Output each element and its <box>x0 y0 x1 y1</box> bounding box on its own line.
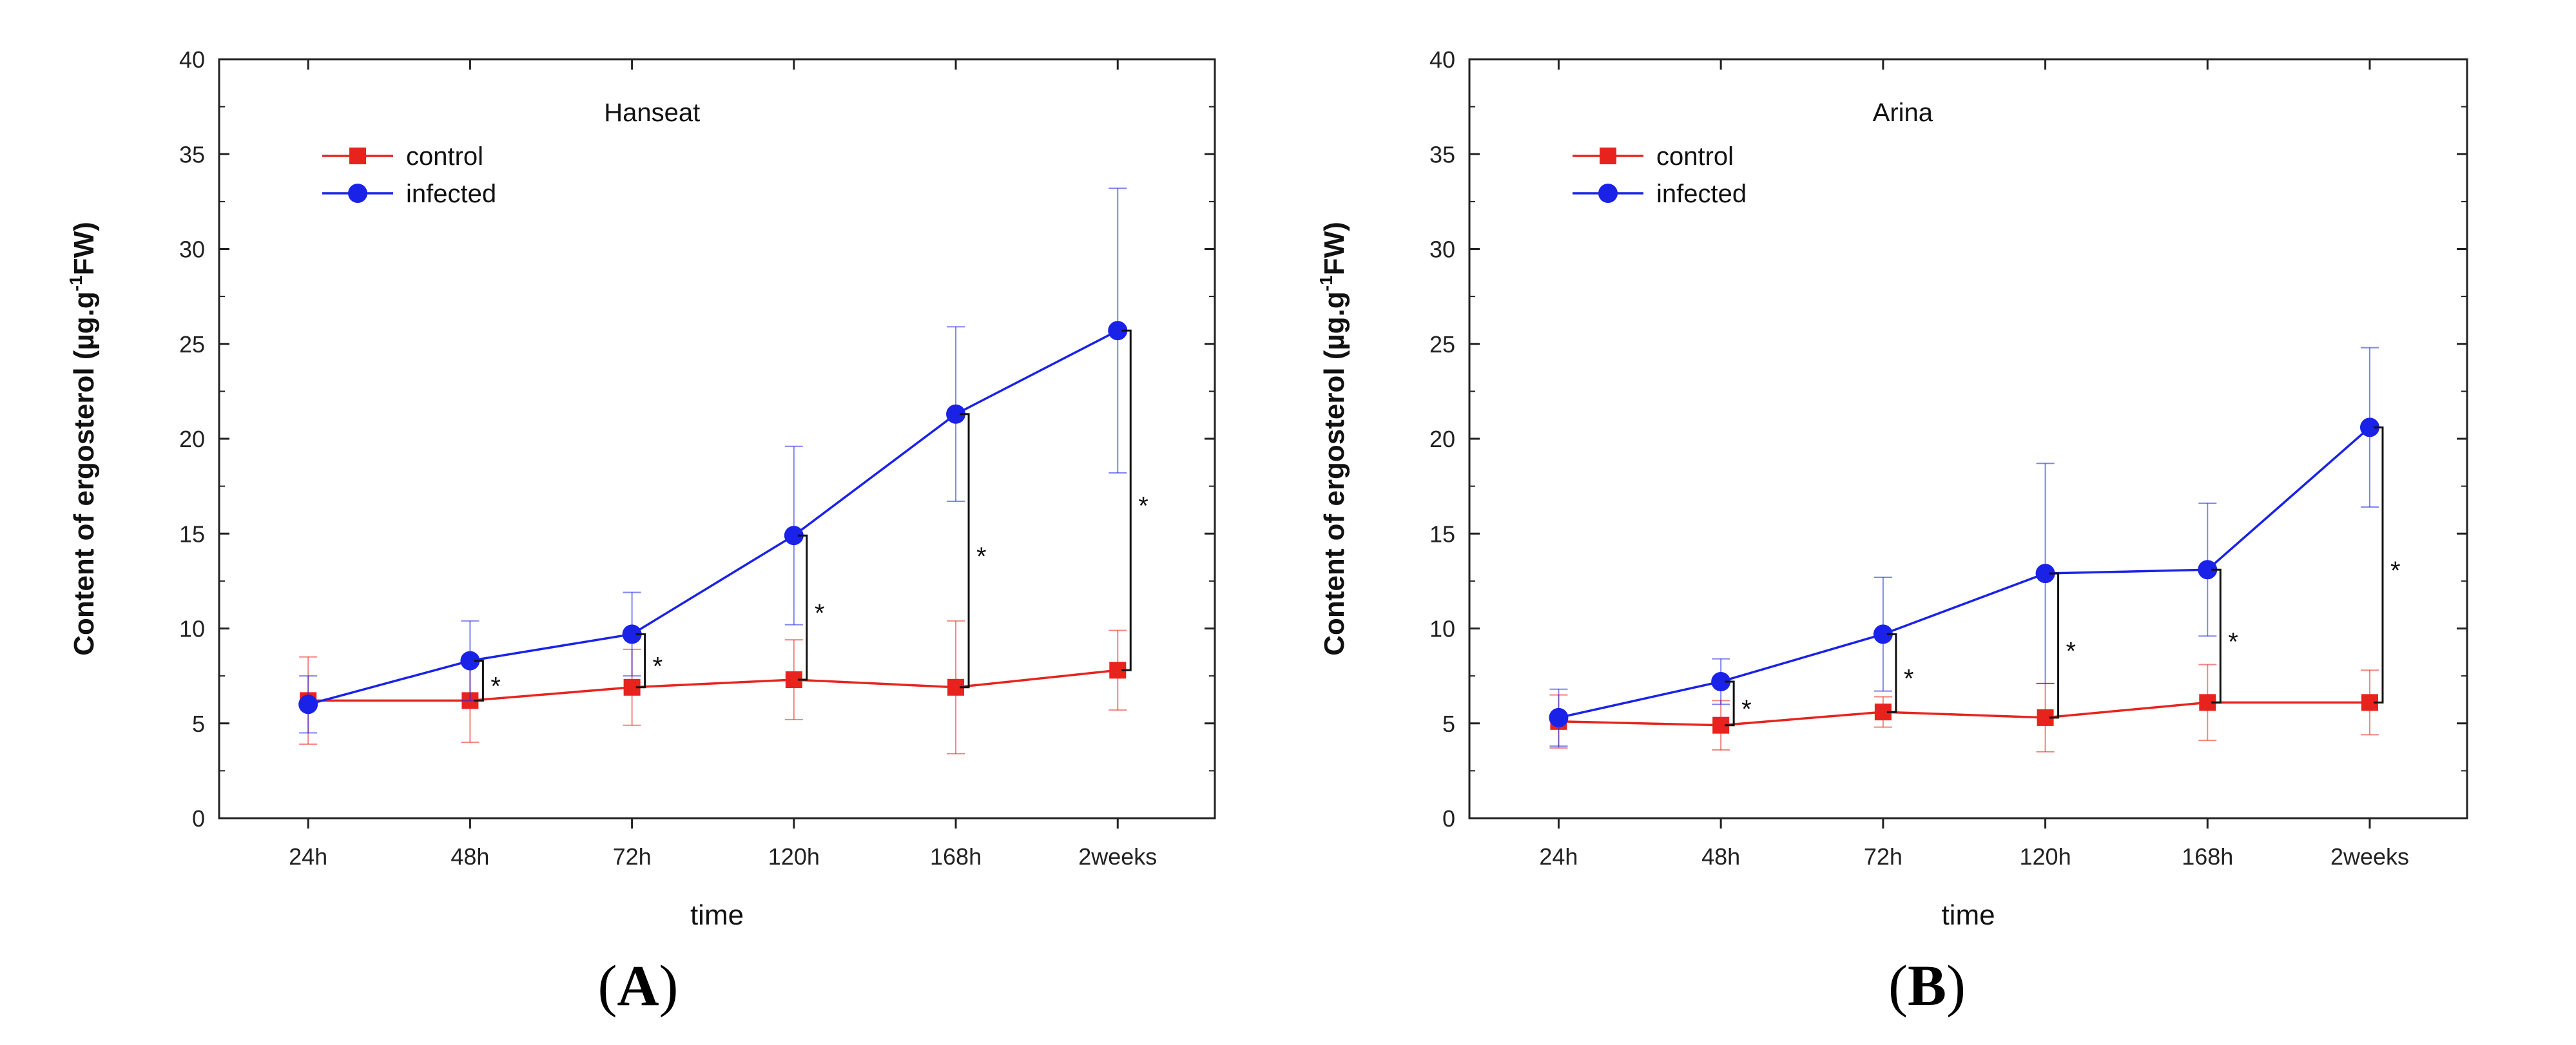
panel-label-letter: B <box>1908 954 1946 1018</box>
significance-bracket <box>2211 568 2222 704</box>
x-tick-label: 120h <box>768 843 820 870</box>
control-series-line <box>308 669 1118 702</box>
infected-point <box>460 651 480 671</box>
x-tick-label: 2weeks <box>1078 843 1157 870</box>
y-tick-label: 35 <box>1429 141 1455 168</box>
significance-bracket <box>1725 680 1735 727</box>
significance-bracket <box>635 633 646 689</box>
y-axis-title: Content of ergosterol (µg.g-1FW) <box>1316 222 1350 656</box>
y-tick-label: 25 <box>179 331 205 358</box>
panel-title: Hanseat <box>604 99 700 127</box>
infected-point <box>946 404 966 424</box>
y-tick-label: 35 <box>179 141 205 168</box>
y-tick-label: 0 <box>1442 805 1455 832</box>
infected-point <box>2035 564 2055 584</box>
x-axis-title: time <box>690 899 744 931</box>
infected-point <box>784 526 804 546</box>
significance-marker: * <box>1904 665 1914 693</box>
y-tick-label: 25 <box>1429 331 1455 358</box>
infected-point <box>1549 707 1569 727</box>
infected-point <box>2198 560 2218 580</box>
y-tick-label: 5 <box>1442 711 1455 737</box>
panel-label-paren: ( <box>1888 954 1908 1018</box>
significance-marker: * <box>2390 557 2401 585</box>
significance-bracket <box>2373 426 2384 704</box>
y-tick-label: 0 <box>192 805 205 832</box>
infected-point <box>1108 321 1128 341</box>
significance-marker: * <box>976 542 987 571</box>
significance-bracket <box>1121 329 1132 671</box>
legend-marker <box>348 184 367 203</box>
significance-marker: * <box>653 653 663 681</box>
legend-label: control <box>406 142 483 171</box>
significance-bracket <box>1886 633 1897 713</box>
infected-point <box>622 624 642 644</box>
significance-marker: * <box>490 672 501 700</box>
y-axis-title-part: FW) <box>68 222 100 275</box>
legend-label: infected <box>406 180 496 208</box>
chart-panel-b: 0 5 10 15 20 25 30 35 40 24h 48h 72h 120h 168h 2weeks t… <box>1316 46 2468 1018</box>
y-axis-title-superscript: -1 <box>66 275 86 291</box>
y-tick-label: 20 <box>1429 426 1455 452</box>
chart-panel-a: 0 5 10 15 20 25 30 35 40 24h 48h 72h 120h 168h 2weeks t… <box>66 46 1216 1018</box>
x-tick-label: 72h <box>613 843 652 870</box>
y-tick-label: 10 <box>1429 616 1455 642</box>
x-tick-label: 72h <box>1864 843 1903 870</box>
significance-marker: * <box>1138 492 1148 521</box>
panel-label: (B) <box>1888 954 1966 1018</box>
y-axis-title-part: Content of ergosterol (µg.g <box>1319 291 1350 656</box>
x-tick-label: 24h <box>1539 843 1578 870</box>
panel-title: Arina <box>1873 99 1933 127</box>
control-series-line <box>1558 701 2370 727</box>
significance-bracket <box>797 534 808 681</box>
significance-bracket <box>474 660 484 702</box>
y-tick-label: 40 <box>179 46 205 73</box>
significance-marker: * <box>815 599 825 628</box>
x-tick-label: 168h <box>930 843 982 870</box>
y-tick-label: 40 <box>1429 46 1455 73</box>
significance-bracket <box>2049 572 2060 719</box>
significance-marker: * <box>2066 637 2077 666</box>
y-tick-label: 15 <box>179 521 205 547</box>
legend-label: infected <box>1656 180 1747 208</box>
y-axis-title-part: FW) <box>1319 222 1350 275</box>
significance-marker: * <box>2228 628 2238 656</box>
x-tick-label: 168h <box>2182 843 2233 870</box>
infected-point <box>2359 417 2379 437</box>
y-tick-label: 30 <box>179 236 205 263</box>
x-tick-label: 2weeks <box>2330 843 2409 870</box>
infected-series-line <box>307 329 1119 705</box>
y-tick-label: 30 <box>1429 236 1455 263</box>
y-tick-label: 5 <box>192 711 205 737</box>
legend-marker <box>1598 184 1618 203</box>
x-tick-label: 48h <box>450 843 489 870</box>
y-axis-title: Content of ergosterol (µg.g-1FW) <box>66 222 100 656</box>
infected-point <box>1711 671 1731 691</box>
infected-series-line <box>1558 427 2371 719</box>
y-tick-label: 20 <box>179 426 205 452</box>
panel-label-paren: ( <box>598 954 617 1018</box>
plot-frame <box>218 58 1216 820</box>
x-tick-label: 24h <box>289 843 327 870</box>
significance-marker: * <box>1741 695 1752 724</box>
legend-marker <box>349 148 366 164</box>
significance-bracket <box>960 413 970 689</box>
panel-label-letter: A <box>617 954 659 1018</box>
x-tick-label: 48h <box>1701 843 1740 870</box>
x-axis-title: time <box>1941 899 1995 931</box>
y-axis-title-part: Content of ergosterol (µg.g <box>68 291 100 656</box>
y-axis-title-superscript: -1 <box>1316 275 1336 291</box>
y-tick-label: 15 <box>1429 521 1455 547</box>
panel-label-paren: ) <box>659 954 679 1018</box>
panel-label: (A) <box>598 954 679 1018</box>
panel-label-paren: ) <box>1946 954 1966 1018</box>
x-tick-label: 120h <box>2020 843 2071 870</box>
legend-label: control <box>1656 142 1734 171</box>
infected-point <box>1873 624 1893 644</box>
legend-marker <box>1600 148 1616 164</box>
infected-point <box>298 695 318 714</box>
y-tick-label: 10 <box>179 616 205 642</box>
